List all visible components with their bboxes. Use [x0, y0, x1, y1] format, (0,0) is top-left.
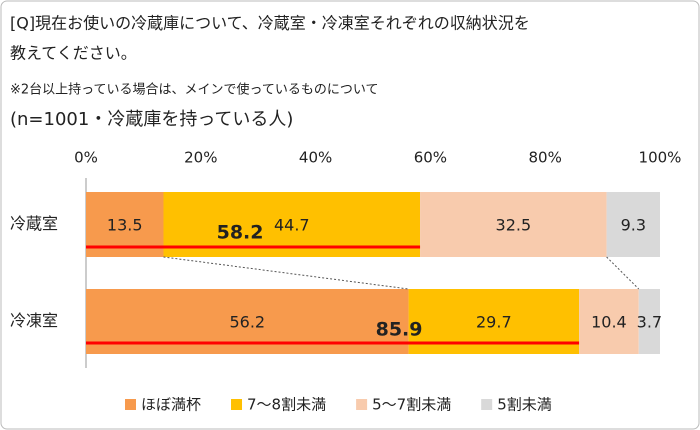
legend-label: 5割未満 [497, 396, 552, 414]
value-label: 9.3 [621, 216, 646, 235]
bar-segment [638, 289, 660, 354]
bar-segment [579, 289, 639, 354]
note: ※2台以上持っている場合は、メインで使っているものについて [10, 82, 378, 98]
value-label: 56.2 [229, 313, 265, 332]
total-label: 85.9 [376, 319, 423, 341]
x-tick-label: 100% [639, 149, 682, 167]
bar-segment [606, 192, 660, 257]
x-tick-label: 80% [529, 149, 562, 167]
x-tick-label: 0% [74, 149, 98, 167]
chart-title-line: 教えてください。 [10, 44, 137, 63]
value-label: 10.4 [591, 313, 627, 332]
connector [163, 256, 409, 290]
legend-swatch [231, 399, 243, 410]
subtitle: (n=1001・冷蔵庫を持っている人) [10, 109, 293, 130]
x-tick-label: 20% [184, 149, 217, 167]
x-tick-label: 40% [299, 149, 332, 167]
value-label: 32.5 [496, 216, 532, 235]
value-label: 44.7 [274, 216, 310, 235]
x-tick-label: 60% [414, 149, 447, 167]
value-label: 3.7 [637, 313, 662, 332]
bar-segment [420, 192, 607, 257]
legend-swatch [356, 399, 368, 410]
value-label: 29.7 [476, 313, 512, 332]
y-tick-label: 冷凍室 [10, 311, 58, 330]
legend-label: 5～7割未満 [372, 396, 451, 414]
legend-swatch [125, 399, 136, 410]
legend-label: 7～8割未満 [247, 396, 326, 414]
legend-swatch [481, 399, 493, 410]
total-label: 58.2 [217, 222, 264, 244]
connector [606, 256, 640, 290]
value-label: 13.5 [107, 216, 143, 235]
y-tick-label: 冷蔵室 [10, 214, 58, 233]
legend-label: ほぼ満杯 [141, 396, 201, 414]
chart-title-line: [Q]現在お使いの冷蔵庫について、冷蔵室・冷凍室それぞれの収納状況を [10, 14, 530, 33]
